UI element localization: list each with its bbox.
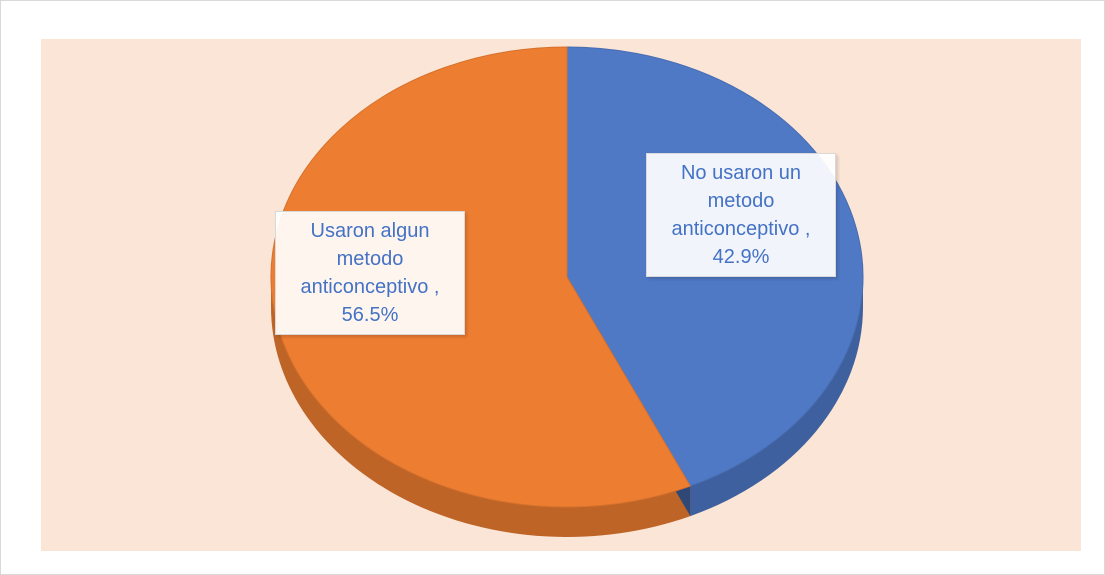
data-label: Usaron algun metodo anticonceptivo , 56.…	[275, 211, 465, 335]
label-value: 42.9%	[712, 246, 770, 268]
slice-side	[690, 277, 864, 517]
slice-side	[271, 277, 691, 537]
label-category: Usaron algun metodo anticonceptivo ,	[300, 220, 440, 298]
data-label: No usaron un metodo anticonceptivo , 42.…	[646, 153, 836, 277]
label-category: No usaron un metodo anticonceptivo ,	[671, 162, 811, 240]
label-value: 56.5%	[341, 304, 399, 326]
